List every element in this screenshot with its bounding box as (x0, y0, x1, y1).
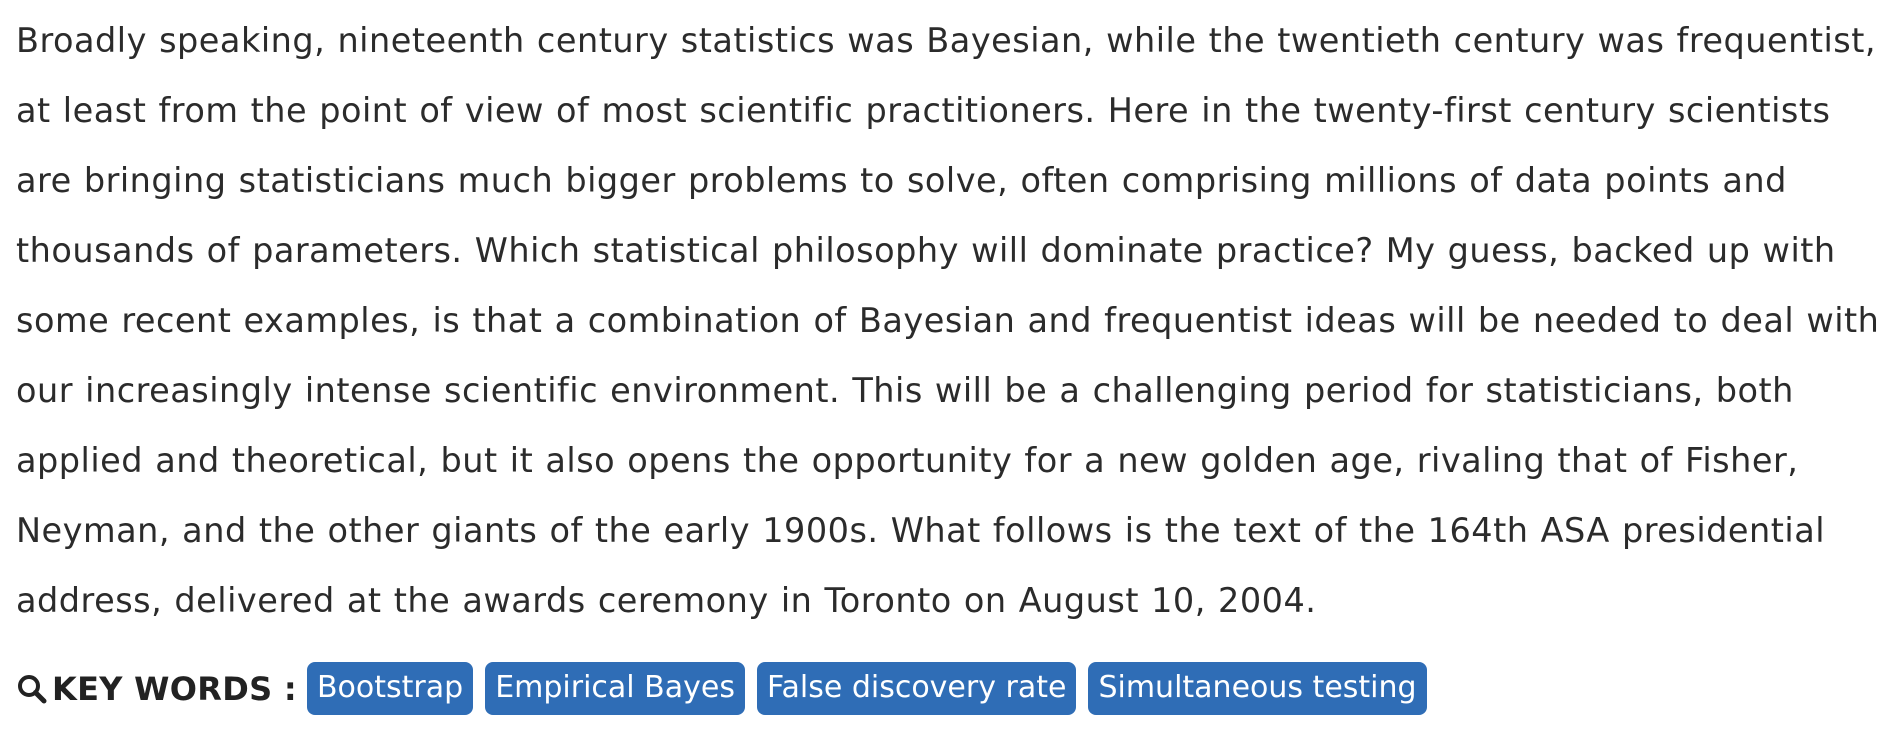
keywords-label: KEY WORDS : (52, 669, 297, 708)
keyword-tag-simultaneous-testing[interactable]: Simultaneous testing (1088, 662, 1427, 715)
keywords-row: KEY WORDS : Bootstrap Empirical Bayes Fa… (16, 662, 1884, 715)
keyword-tag-bootstrap[interactable]: Bootstrap (306, 662, 474, 715)
abstract-text: Broadly speaking, nineteenth century sta… (16, 21, 1880, 620)
keywords-heading: KEY WORDS : (16, 670, 297, 708)
article-abstract-section: Broadly speaking, nineteenth century sta… (16, 21, 1884, 715)
search-icon (16, 673, 48, 705)
keyword-tag-list: Bootstrap Empirical Bayes False discover… (306, 662, 1427, 715)
keyword-tag-false-discovery-rate[interactable]: False discovery rate (756, 662, 1077, 715)
keyword-tag-empirical-bayes[interactable]: Empirical Bayes (485, 662, 745, 715)
